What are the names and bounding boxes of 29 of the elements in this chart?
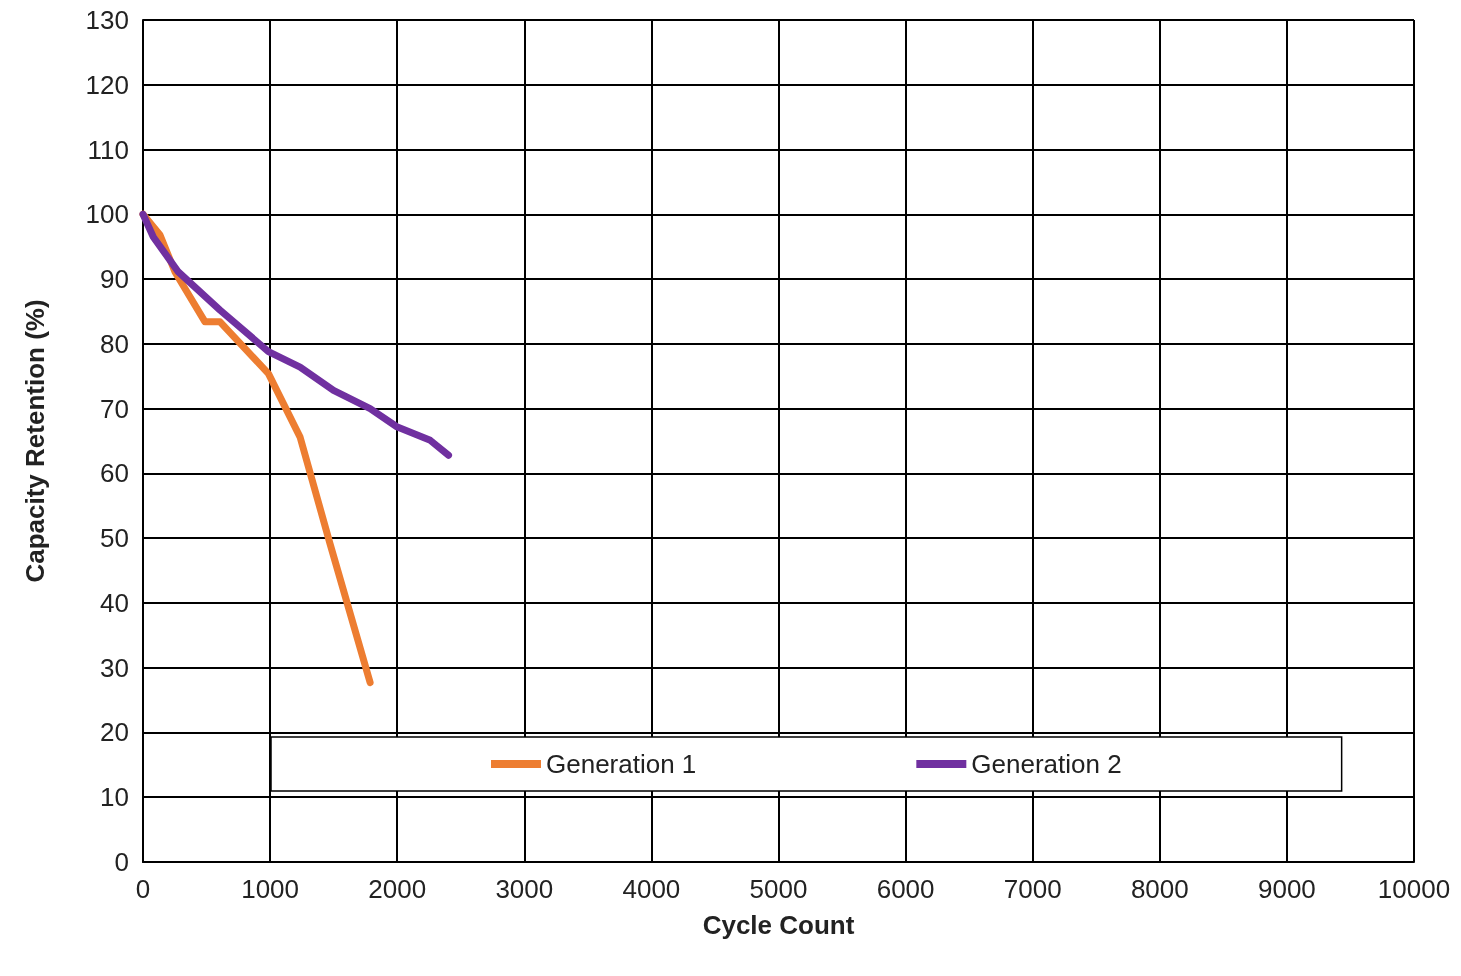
y-tick-label: 10 bbox=[100, 782, 129, 813]
y-tick-label: 0 bbox=[114, 847, 129, 877]
y-tick-label: 60 bbox=[100, 458, 129, 489]
x-tick-label: 0 bbox=[135, 874, 151, 904]
x-tick-label: 5000 bbox=[749, 874, 808, 904]
y-tick-label: 20 bbox=[100, 717, 129, 748]
x-tick-label: 9000 bbox=[1257, 874, 1316, 904]
x-tick-label: 1000 bbox=[241, 874, 300, 904]
x-tick-label: 4000 bbox=[622, 874, 681, 904]
x-tick-label: 3000 bbox=[495, 874, 554, 904]
legend-label: Generation 1 bbox=[546, 749, 697, 779]
x-tick-label: 8000 bbox=[1130, 874, 1189, 904]
x-tick-label: 6000 bbox=[876, 874, 935, 904]
y-tick-label: 30 bbox=[100, 652, 129, 683]
x-axis-title: Cycle Count bbox=[702, 910, 855, 940]
y-tick-label: 120 bbox=[85, 69, 129, 100]
x-tick-label: 10000 bbox=[1377, 874, 1451, 904]
x-tick-label: 7000 bbox=[1003, 874, 1062, 904]
y-axis-title: Capacity Retention (%) bbox=[20, 299, 50, 583]
y-tick-label: 50 bbox=[100, 523, 129, 554]
y-tick-label: 130 bbox=[85, 5, 129, 35]
y-tick-label: 110 bbox=[87, 134, 129, 165]
legend-label: Generation 2 bbox=[971, 749, 1122, 779]
y-tick-label: 80 bbox=[100, 328, 129, 359]
x-tick-label: 2000 bbox=[368, 874, 427, 904]
y-tick-label: 70 bbox=[100, 393, 129, 424]
y-tick-label: 90 bbox=[100, 264, 129, 295]
y-tick-label: 40 bbox=[100, 587, 129, 618]
y-tick-label: 100 bbox=[85, 199, 129, 230]
